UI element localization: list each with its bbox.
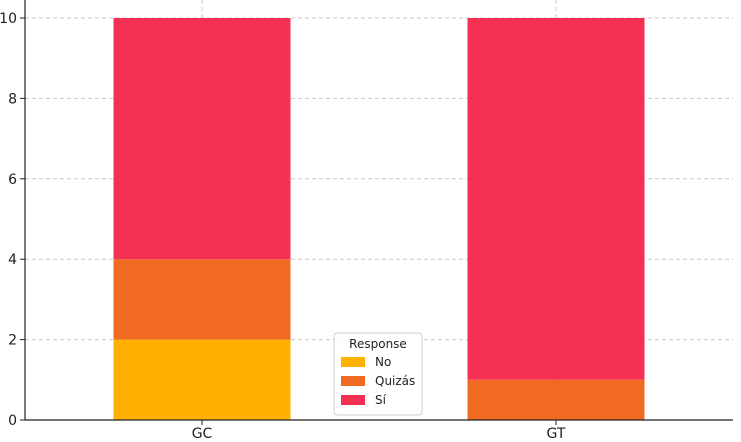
y-tick-label: 0: [8, 413, 17, 429]
legend: Response No Quizás Sí: [333, 332, 423, 416]
x-tick-label: GT: [547, 426, 566, 442]
bar-gc-no: [113, 339, 291, 420]
axes: [24, 0, 733, 421]
legend-swatch-no: [341, 357, 365, 367]
y-tick-label: 8: [8, 91, 17, 107]
legend-title: Response: [349, 337, 407, 351]
legend-label-sí: Sí: [375, 393, 387, 407]
legend-label-no: No: [375, 355, 391, 369]
y-tick-label: 6: [8, 172, 17, 188]
legend-swatch-sí: [341, 395, 365, 405]
legend-box: [333, 332, 423, 416]
tick-labels: 0 2 4 6 8 10 GC GT: [0, 11, 566, 442]
bar-gt-sí: [467, 18, 645, 380]
y-tick-label: 2: [8, 333, 17, 349]
bar-gc-sí: [113, 18, 291, 260]
legend-label-quizás: Quizás: [375, 374, 415, 388]
bar-gc-quizás: [113, 259, 291, 340]
x-tick-label: GC: [192, 426, 213, 442]
legend-swatch-quizás: [341, 376, 365, 386]
bars: [113, 18, 645, 420]
bar-gt-quizás: [467, 379, 645, 420]
y-tick-label: 10: [0, 11, 17, 27]
y-tick-label: 4: [8, 252, 17, 268]
